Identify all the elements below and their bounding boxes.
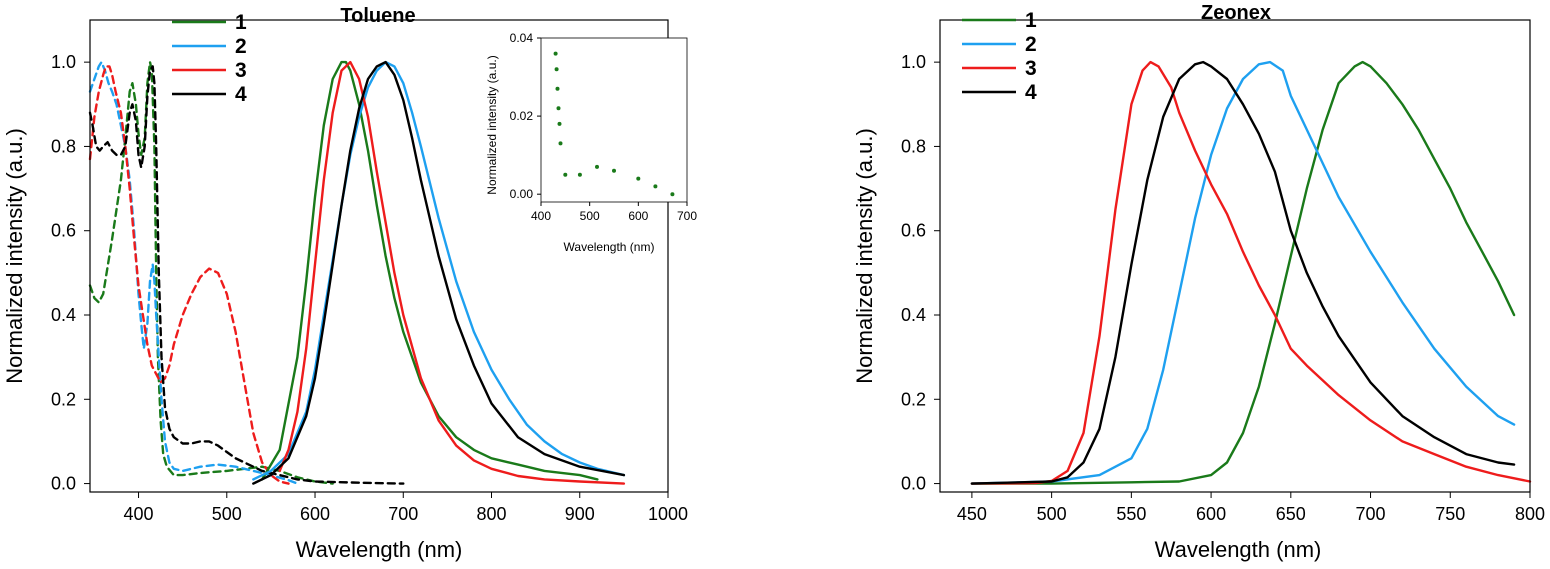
inset-point	[563, 172, 568, 177]
toluene-series-absorption-3	[88, 65, 290, 485]
zeonex-x-tick-label: 650	[1276, 504, 1306, 524]
inset-point	[553, 51, 558, 56]
inset-point	[612, 168, 616, 173]
toluene-x-tick-label: 1000	[648, 504, 688, 524]
zeonex-series-4	[970, 60, 1516, 485]
toluene-series-emission-3	[278, 60, 626, 485]
inset-y-tick-label: 0.02	[510, 109, 534, 123]
toluene-series-absorption-2	[88, 60, 299, 485]
inset-x-tick-label: 700	[677, 209, 697, 223]
zeonex-x-tick-label: 500	[1037, 504, 1067, 524]
inset-x-axis-label: Wavelength (nm)	[564, 240, 655, 254]
zeonex-x-tick-label: 750	[1435, 504, 1465, 524]
toluene-y-tick-label: 0.6	[51, 221, 76, 241]
zeonex-legend-label-3: 3	[1025, 57, 1037, 80]
toluene-series-emission-1	[260, 60, 599, 481]
zeonex-x-tick-label: 450	[957, 504, 987, 524]
zeonex-y-tick-label: 0.2	[901, 389, 926, 409]
toluene-y-tick-label: 0.2	[51, 389, 76, 409]
zeonex-series-1	[970, 60, 1516, 485]
inset-x-tick-label: 500	[580, 209, 600, 223]
inset-y-axis-label: Normalized intensity (a.u.)	[485, 55, 499, 194]
inset-point	[558, 141, 563, 146]
toluene-legend-label-4: 4	[235, 83, 247, 106]
zeonex-panel: 450 500 550 600 650 700 750 800 0.0 0.2 0.4 0.6 0.8 1…	[852, 2, 1545, 562]
zeonex-title: Zeonex	[1201, 2, 1271, 24]
toluene-x-tick-label: 800	[476, 504, 506, 524]
inset-background	[541, 38, 687, 202]
zeonex-y-tick-label: 1.0	[901, 52, 926, 72]
inset-point	[557, 121, 562, 126]
zeonex-y-axis-label: Normalized intensity (a.u.)	[852, 128, 877, 384]
toluene-legend-label-2: 2	[235, 35, 247, 58]
toluene-panel: 400 500 600 700 800 900 1000 0.0 0.2 0.4 0.6 0.8 1.0…	[2, 5, 697, 562]
inset-point	[554, 67, 559, 72]
zeonex-series-3	[970, 60, 1532, 485]
inset-points-group	[553, 51, 675, 197]
toluene-y-tick-label: 0.0	[51, 474, 76, 494]
toluene-x-tick-label: 400	[124, 504, 154, 524]
zeonex-x-tick-label: 600	[1196, 504, 1226, 524]
toluene-plot-frame	[89, 19, 669, 493]
zeonex-legend-label-1: 1	[1025, 9, 1037, 32]
zeonex-y-tick-label: 0.6	[901, 221, 926, 241]
inset-point	[556, 106, 561, 111]
toluene-legend-label-3: 3	[235, 59, 247, 82]
zeonex-x-tick-label: 550	[1116, 504, 1146, 524]
zeonex-y-tick-label: 0.8	[901, 136, 926, 156]
toluene-series-emission-2	[252, 60, 626, 481]
inset-point	[670, 192, 675, 197]
toluene-legend-label-1: 1	[235, 11, 247, 34]
toluene-y-tick-label: 0.4	[51, 305, 76, 325]
toluene-y-tick-label: 0.8	[51, 136, 76, 156]
inset-axis-ticks: 400 500 600 700 0.00 0.02 0.04	[510, 31, 698, 223]
toluene-x-tick-label: 700	[388, 504, 418, 524]
toluene-x-tick-label: 500	[212, 504, 242, 524]
zeonex-y-tick-label: 0.4	[901, 305, 926, 325]
zeonex-x-axis-label: Wavelength (nm)	[1155, 537, 1322, 562]
zeonex-y-tick-label: 0.0	[901, 474, 926, 494]
inset-x-tick-label: 400	[531, 209, 551, 223]
zeonex-legend-label-2: 2	[1025, 33, 1037, 56]
toluene-axis-ticks: 400 500 600 700 800 900 1000 0.0 0.2 0.4 0.6 0.8 1.0	[51, 52, 688, 524]
inset-point	[636, 176, 641, 181]
toluene-x-axis-label: Wavelength (nm)	[296, 537, 463, 562]
toluene-inset: 400 500 600 700 0.00 0.02 0.04 Wavelength (nm)…	[485, 31, 697, 254]
inset-point	[653, 184, 658, 189]
inset-y-tick-label: 0.04	[510, 31, 534, 45]
toluene-x-tick-label: 600	[300, 504, 330, 524]
toluene-x-tick-label: 900	[565, 504, 595, 524]
toluene-y-tick-label: 1.0	[51, 52, 76, 72]
zeonex-x-tick-label: 800	[1515, 504, 1545, 524]
toluene-series-group	[88, 60, 626, 485]
toluene-y-axis-label: Normalized intensity (a.u.)	[2, 128, 27, 384]
zeonex-x-tick-label: 700	[1356, 504, 1386, 524]
zeonex-legend-label-4: 4	[1025, 81, 1037, 104]
inset-point	[555, 86, 560, 91]
zeonex-plot-frame	[939, 19, 1531, 493]
zeonex-axis-ticks: 450 500 550 600 650 700 750 800 0.0 0.2 0.4 0.6 0.8 1…	[901, 52, 1545, 524]
toluene-series-absorption-4	[88, 65, 405, 485]
zeonex-series-2	[970, 60, 1516, 485]
inset-point	[595, 164, 599, 169]
inset-x-tick-label: 600	[628, 209, 648, 223]
inset-point	[577, 172, 582, 177]
toluene-series-emission-4	[252, 60, 626, 485]
inset-y-tick-label: 0.00	[510, 187, 534, 201]
toluene-title: Toluene	[340, 5, 415, 27]
inset-plot-frame	[540, 37, 688, 203]
zeonex-series-group	[970, 60, 1532, 485]
